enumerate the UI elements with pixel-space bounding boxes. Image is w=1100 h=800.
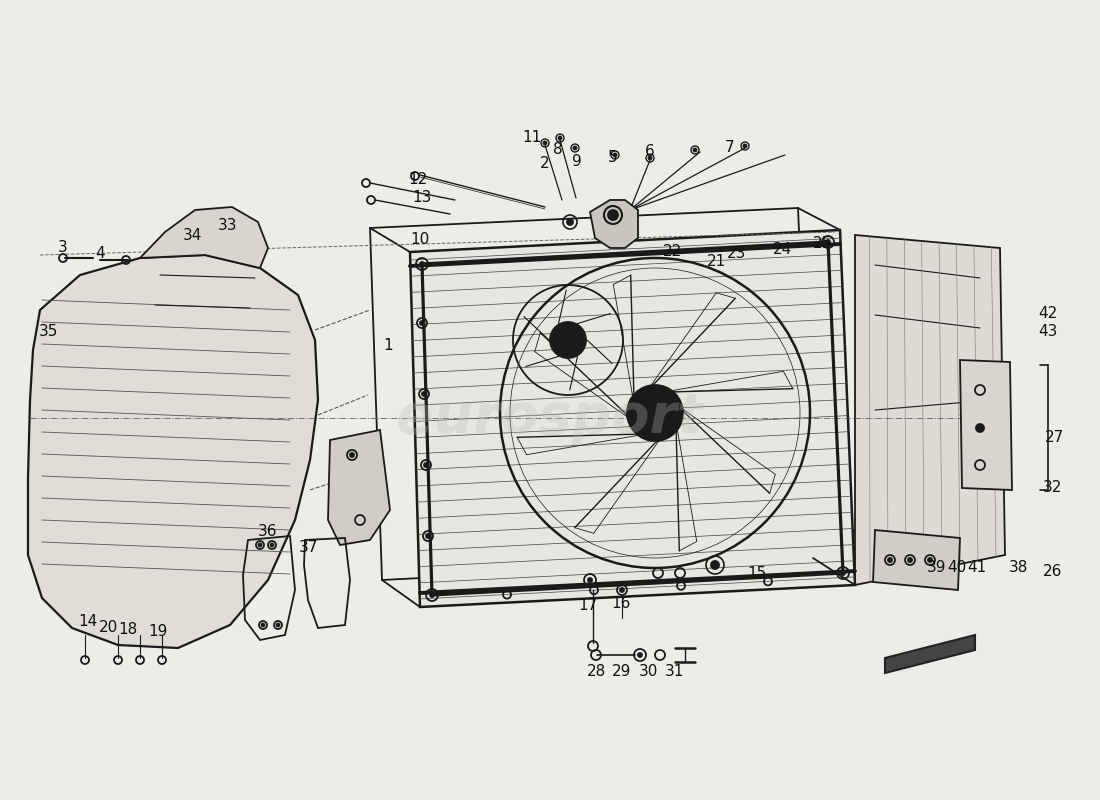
Circle shape — [620, 588, 624, 592]
Text: 21: 21 — [706, 254, 726, 270]
Text: 7: 7 — [725, 141, 735, 155]
Circle shape — [350, 453, 354, 457]
Text: 42: 42 — [1038, 306, 1057, 321]
Text: eurosport: eurosport — [396, 391, 704, 445]
Circle shape — [640, 398, 670, 428]
Circle shape — [560, 332, 576, 348]
Circle shape — [566, 219, 573, 225]
Polygon shape — [886, 635, 975, 673]
Text: 25: 25 — [813, 237, 833, 251]
Circle shape — [271, 543, 274, 546]
Text: 4: 4 — [96, 246, 104, 261]
Circle shape — [430, 593, 434, 597]
Circle shape — [608, 210, 618, 220]
Circle shape — [258, 543, 262, 546]
Text: 9: 9 — [572, 154, 582, 170]
Text: 31: 31 — [666, 665, 684, 679]
Text: 32: 32 — [1043, 479, 1063, 494]
Text: 28: 28 — [587, 665, 606, 679]
Text: 3: 3 — [58, 241, 68, 255]
Text: 40: 40 — [947, 561, 967, 575]
Text: 37: 37 — [298, 541, 318, 555]
Circle shape — [550, 322, 586, 358]
Circle shape — [928, 558, 932, 562]
Text: 1: 1 — [383, 338, 393, 353]
Circle shape — [650, 408, 660, 418]
Text: 8: 8 — [553, 142, 563, 158]
Circle shape — [424, 463, 428, 467]
Polygon shape — [873, 530, 960, 590]
Text: 12: 12 — [408, 173, 428, 187]
Text: 18: 18 — [119, 622, 138, 638]
Text: 26: 26 — [1043, 565, 1063, 579]
Circle shape — [711, 561, 719, 569]
Text: 39: 39 — [927, 561, 947, 575]
Text: 41: 41 — [967, 561, 987, 575]
Text: 33: 33 — [218, 218, 238, 234]
Circle shape — [649, 157, 651, 159]
Text: 11: 11 — [522, 130, 541, 146]
Text: 30: 30 — [638, 665, 658, 679]
Text: 15: 15 — [747, 566, 767, 581]
Text: 36: 36 — [258, 525, 277, 539]
Circle shape — [426, 534, 430, 538]
Text: 29: 29 — [613, 665, 631, 679]
Circle shape — [262, 623, 264, 626]
Text: 22: 22 — [662, 245, 682, 259]
Polygon shape — [28, 255, 318, 648]
Polygon shape — [328, 430, 390, 545]
Text: 43: 43 — [1038, 325, 1058, 339]
Text: 35: 35 — [39, 325, 57, 339]
Text: 14: 14 — [78, 614, 98, 630]
Text: 38: 38 — [1009, 561, 1027, 575]
Text: 34: 34 — [184, 229, 202, 243]
Circle shape — [908, 558, 912, 562]
Polygon shape — [855, 235, 1005, 585]
Circle shape — [842, 571, 845, 575]
Circle shape — [420, 321, 424, 325]
Text: 23: 23 — [727, 246, 747, 262]
Circle shape — [573, 146, 576, 150]
Text: 5: 5 — [608, 150, 618, 166]
Polygon shape — [140, 207, 268, 268]
Text: 2: 2 — [540, 155, 550, 170]
Circle shape — [559, 137, 561, 139]
Text: 6: 6 — [645, 145, 654, 159]
Polygon shape — [590, 200, 638, 248]
Text: 20: 20 — [98, 619, 118, 634]
Circle shape — [588, 578, 592, 582]
Circle shape — [420, 262, 424, 266]
Text: 10: 10 — [410, 233, 430, 247]
Polygon shape — [410, 230, 855, 607]
Text: 27: 27 — [1045, 430, 1065, 446]
Circle shape — [976, 424, 984, 432]
Circle shape — [276, 623, 279, 626]
Circle shape — [693, 149, 696, 151]
Text: 17: 17 — [579, 598, 597, 613]
Circle shape — [826, 240, 830, 244]
Circle shape — [614, 154, 616, 157]
Text: 16: 16 — [612, 595, 630, 610]
Text: 19: 19 — [148, 625, 167, 639]
Circle shape — [627, 385, 683, 441]
Text: 13: 13 — [412, 190, 431, 206]
Circle shape — [543, 142, 547, 145]
Circle shape — [888, 558, 892, 562]
Polygon shape — [960, 360, 1012, 490]
Circle shape — [638, 653, 642, 657]
Text: 24: 24 — [772, 242, 792, 258]
Circle shape — [422, 392, 426, 396]
Circle shape — [744, 145, 747, 147]
